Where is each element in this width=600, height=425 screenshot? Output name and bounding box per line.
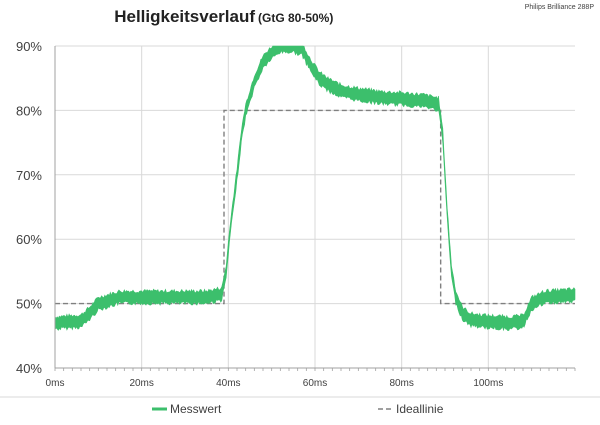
y-tick-label: 70% [16,168,42,183]
measured-series [54,45,576,332]
x-tick-label: 0ms [46,378,65,389]
monitor-model-label: Philips Brilliance 288P [525,4,595,11]
x-tick-labels: 0ms 20ms 40ms 60ms 80ms 100ms [46,378,504,389]
chart-title: Helligkeitsverlauf [114,7,255,26]
legend-ideal-label: Ideallinie [396,402,444,416]
y-tick-label: 90% [16,39,42,54]
x-tick-label: 60ms [303,378,327,389]
y-tick-label: 80% [16,103,42,118]
x-tick-label: 80ms [389,378,413,389]
legend: Messwert Ideallinie [152,402,444,416]
y-tick-labels: 40% 50% 60% 70% 80% 90% [16,39,42,376]
y-tick-label: 50% [16,297,42,312]
axes [54,46,576,371]
x-tick-label: 100ms [473,378,503,389]
legend-measured-label: Messwert [170,402,222,416]
x-tick-label: 20ms [129,378,153,389]
y-tick-label: 60% [16,232,42,247]
measured-line [54,45,576,332]
x-tick-label: 40ms [216,378,240,389]
y-tick-label: 40% [16,361,42,376]
chart-subtitle: (GtG 80-50%) [258,11,333,25]
